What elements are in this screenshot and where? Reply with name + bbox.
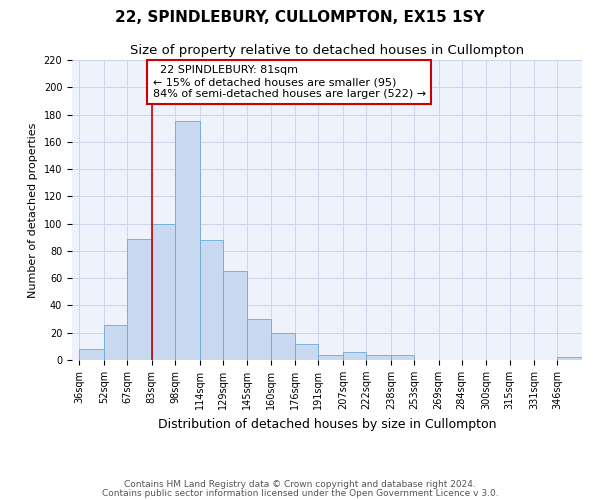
Text: Contains HM Land Registry data © Crown copyright and database right 2024.: Contains HM Land Registry data © Crown c… [124, 480, 476, 489]
Text: 22, SPINDLEBURY, CULLOMPTON, EX15 1SY: 22, SPINDLEBURY, CULLOMPTON, EX15 1SY [115, 10, 485, 25]
Bar [127, 238, 152, 360]
Bar [175, 122, 200, 360]
Bar [557, 358, 582, 360]
Title: Size of property relative to detached houses in Cullompton: Size of property relative to detached ho… [130, 44, 524, 58]
Bar [152, 224, 175, 360]
Text: Contains public sector information licensed under the Open Government Licence v : Contains public sector information licen… [101, 488, 499, 498]
Bar [247, 319, 271, 360]
Bar [104, 324, 127, 360]
Bar [79, 349, 104, 360]
Bar [366, 354, 391, 360]
Y-axis label: Number of detached properties: Number of detached properties [28, 122, 38, 298]
Text: 22 SPINDLEBURY: 81sqm
← 15% of detached houses are smaller (95)
84% of semi-deta: 22 SPINDLEBURY: 81sqm ← 15% of detached … [152, 66, 426, 98]
Bar [295, 344, 319, 360]
Bar [391, 354, 414, 360]
Bar [271, 332, 295, 360]
Bar [200, 240, 223, 360]
Bar [343, 352, 366, 360]
Bar [319, 354, 343, 360]
X-axis label: Distribution of detached houses by size in Cullompton: Distribution of detached houses by size … [158, 418, 496, 430]
Bar [223, 272, 247, 360]
